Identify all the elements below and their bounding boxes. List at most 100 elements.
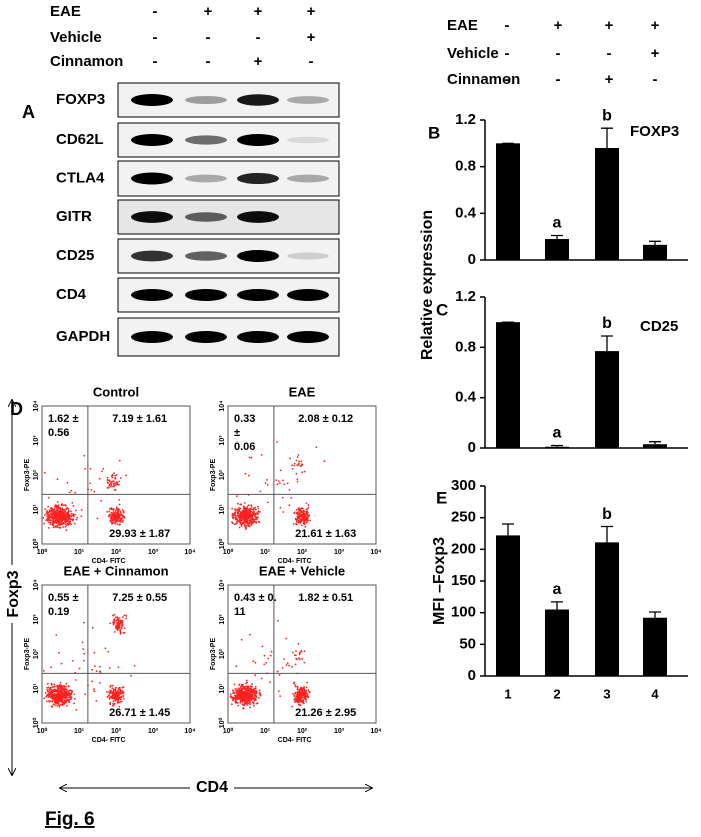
dot [295, 519, 298, 521]
error-bar [551, 601, 563, 610]
quadrant-value: 21.26 ± 2.95 [295, 707, 356, 719]
dot [293, 681, 296, 684]
dot [121, 624, 123, 626]
dot [291, 651, 294, 654]
dot [51, 686, 54, 688]
dot [295, 523, 297, 525]
dot [54, 525, 57, 527]
dot [237, 512, 240, 515]
dot [52, 512, 55, 515]
dot [113, 704, 115, 706]
dot [63, 697, 66, 699]
dot [119, 701, 121, 703]
dot [256, 511, 259, 514]
dot [233, 683, 236, 686]
dot [257, 520, 260, 523]
treatment-sign: + [254, 53, 263, 70]
dot [116, 690, 119, 693]
dot [50, 688, 53, 691]
dot [250, 506, 253, 508]
dot [305, 700, 307, 703]
dot [52, 698, 55, 701]
x-axis-label: CD4- FITC [278, 737, 312, 744]
dot [108, 667, 111, 669]
dot [107, 694, 110, 697]
dot [65, 695, 68, 698]
dot [57, 694, 60, 697]
treatment-label: Cinnamon [447, 71, 520, 88]
dot [82, 648, 85, 651]
dot [234, 508, 237, 511]
x-tick-label: 3 [603, 686, 610, 701]
dot [123, 515, 126, 518]
dot [73, 693, 76, 696]
dot [292, 693, 294, 695]
dot [293, 512, 296, 515]
dot [257, 512, 260, 515]
dot [254, 508, 257, 511]
plot-title: EAE + Cinnamon [63, 563, 168, 578]
y-tick-label: 10³ [33, 435, 40, 446]
quadrant-value: 2.08 ± 0.12 [298, 413, 353, 425]
dot [67, 692, 70, 695]
dot [101, 470, 103, 473]
dot [49, 519, 52, 521]
dot [275, 479, 278, 481]
dot [286, 482, 289, 485]
dot [254, 661, 257, 664]
dot [55, 506, 57, 508]
dot [239, 507, 242, 510]
dot [301, 688, 304, 690]
quadrant-value: ± [234, 427, 240, 439]
dot [291, 464, 293, 467]
dot [67, 696, 70, 699]
blot-band [185, 331, 227, 343]
dot [106, 476, 109, 479]
dot [236, 495, 238, 497]
dot [62, 526, 64, 528]
dot [294, 697, 297, 699]
dot [119, 510, 122, 513]
dot-cloud [42, 613, 136, 711]
bar-label: b [602, 107, 612, 124]
dot [279, 482, 281, 484]
dot [57, 690, 60, 693]
dot [114, 616, 117, 619]
dot [112, 696, 115, 698]
dot [118, 686, 121, 689]
dot [243, 520, 246, 523]
y-tick-label: 10⁰ [32, 539, 40, 550]
dot [243, 524, 246, 527]
y-tick-label: 10² [33, 648, 40, 659]
dot [236, 691, 239, 694]
dot [288, 664, 290, 667]
dot [106, 481, 109, 484]
dot [133, 664, 136, 667]
dot [283, 483, 286, 485]
dot [73, 702, 75, 705]
dot [269, 681, 271, 684]
blot-band [237, 250, 279, 262]
dot [118, 503, 121, 506]
dot [248, 525, 251, 528]
chart-title: CD25 [640, 318, 678, 335]
quadrant-value: 21.61 ± 1.63 [295, 528, 356, 540]
dot [43, 697, 45, 700]
dot [307, 504, 310, 507]
dot [112, 515, 114, 518]
dot [113, 489, 116, 491]
dot [48, 694, 50, 697]
dot [112, 623, 115, 626]
bar-label: a [553, 215, 562, 232]
dot [276, 670, 279, 673]
dot [296, 478, 299, 481]
dot [296, 658, 298, 661]
dot [98, 477, 101, 480]
dot [248, 689, 251, 692]
dot [238, 526, 241, 529]
bar [496, 535, 520, 676]
y-tick-label: 10¹ [219, 504, 226, 515]
dot [62, 509, 65, 511]
dot [67, 694, 70, 696]
dot [116, 508, 118, 510]
